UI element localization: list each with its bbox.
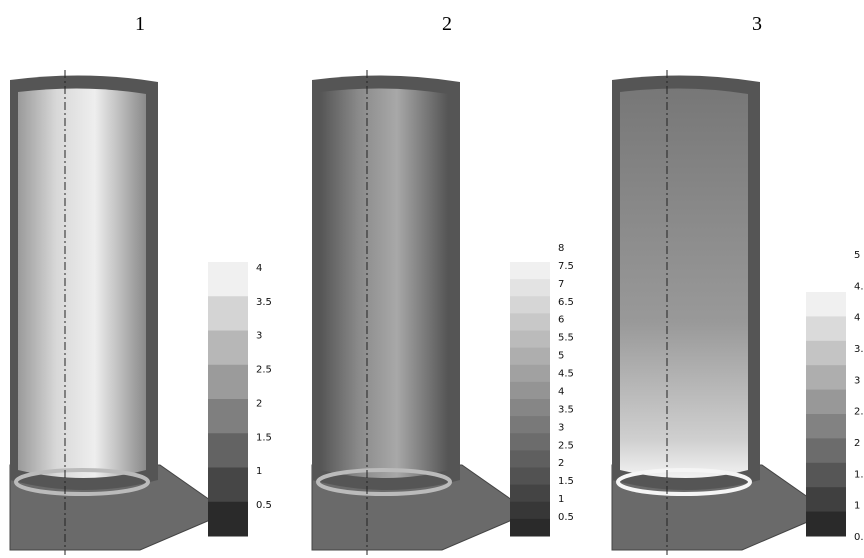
colorbar-label: 1.5 (558, 476, 574, 487)
colorbar-label: 6.5 (558, 297, 574, 308)
colorbar-label: 3.5 (854, 344, 864, 355)
colorbar-band (208, 502, 248, 537)
colorbar-band (510, 365, 550, 383)
colorbar-label: 0.5 (854, 532, 864, 543)
colorbar-band (208, 433, 248, 468)
colorbar-label: 2.5 (558, 440, 574, 451)
colorbar-band (806, 438, 846, 463)
colorbar-band (806, 463, 846, 488)
cylinder-inner (18, 88, 146, 478)
colorbar-band (510, 348, 550, 366)
colorbar-band (208, 399, 248, 434)
colorbar-label: 4 (256, 263, 262, 274)
colorbar-label: 1 (558, 494, 564, 505)
colorbar-band (806, 487, 846, 512)
colorbar-band (510, 468, 550, 486)
page: 4 3.5 3 2.5 2 1.5 1 0.5 8 7.5 7 6.5 6 5.5 5 4.5 4 3.5 3 2.5… (0, 0, 864, 558)
colorbar-band (510, 433, 550, 451)
colorbar-label: 2 (256, 398, 262, 409)
colorbar-label: 3 (854, 375, 860, 386)
colorbar-label: 3 (558, 422, 564, 433)
colorbar-band (510, 382, 550, 400)
colorbar-band (806, 414, 846, 439)
colorbar-label: 0.5 (558, 512, 574, 523)
colorbar-label: 2 (854, 438, 860, 449)
colorbar-label: 2 (558, 458, 564, 469)
colorbar-label: 1 (854, 501, 860, 512)
colorbar-band (510, 416, 550, 434)
colorbar-band (510, 296, 550, 314)
colorbar-band (806, 512, 846, 537)
panel-label: 3 (752, 13, 762, 35)
colorbar-label: 7.5 (558, 261, 574, 272)
colorbar-label: 2.5 (256, 365, 272, 376)
colorbar-label: 1.5 (256, 432, 272, 443)
colorbar-label: 1.5 (854, 469, 864, 480)
colorbar-band (510, 450, 550, 468)
colorbar-label: 5 (854, 250, 860, 261)
colorbar-label: 2.5 (854, 407, 864, 418)
colorbar-band (208, 262, 248, 297)
colorbar-band (806, 341, 846, 366)
colorbar-band (510, 399, 550, 417)
colorbar-label: 3.5 (558, 404, 574, 415)
colorbar-band (806, 390, 846, 415)
colorbar-band (510, 262, 550, 280)
colorbar-band (510, 313, 550, 331)
colorbar-band (510, 502, 550, 520)
colorbar-band (510, 485, 550, 503)
colorbar-band (806, 292, 846, 317)
panel-label: 1 (135, 13, 145, 35)
colorbar-label: 8 (558, 243, 564, 254)
colorbar-band (510, 331, 550, 349)
colorbar-label: 3 (256, 331, 262, 342)
colorbar-band (208, 468, 248, 503)
colorbar-band (208, 331, 248, 366)
colorbar-label: 7 (558, 279, 564, 290)
figure: 4 3.5 3 2.5 2 1.5 1 0.5 8 7.5 7 6.5 6 5.5 5 4.5 4 3.5 3 2.5… (0, 0, 864, 558)
colorbar-label: 6 (558, 315, 564, 326)
colorbar-label: 1 (256, 466, 262, 477)
colorbar-band (806, 316, 846, 341)
colorbar-label: 3.5 (256, 297, 272, 308)
colorbar-label: 4.5 (558, 369, 574, 380)
cylinder-inner (620, 88, 748, 478)
colorbar-band (510, 519, 550, 537)
colorbar-label: 5 (558, 351, 564, 362)
colorbar-band (510, 279, 550, 297)
colorbar-label: 4.5 (854, 281, 864, 292)
colorbar-label: 0.5 (256, 500, 272, 511)
colorbar-label: 4 (854, 313, 860, 324)
colorbar-band (208, 365, 248, 400)
cylinder-inner (320, 88, 448, 478)
panel-label: 2 (442, 13, 452, 35)
colorbar-label: 4 (558, 386, 564, 397)
colorbar-label: 5.5 (558, 333, 574, 344)
colorbar-band (806, 365, 846, 390)
colorbar-band (208, 296, 248, 331)
contour-plots (10, 70, 812, 555)
